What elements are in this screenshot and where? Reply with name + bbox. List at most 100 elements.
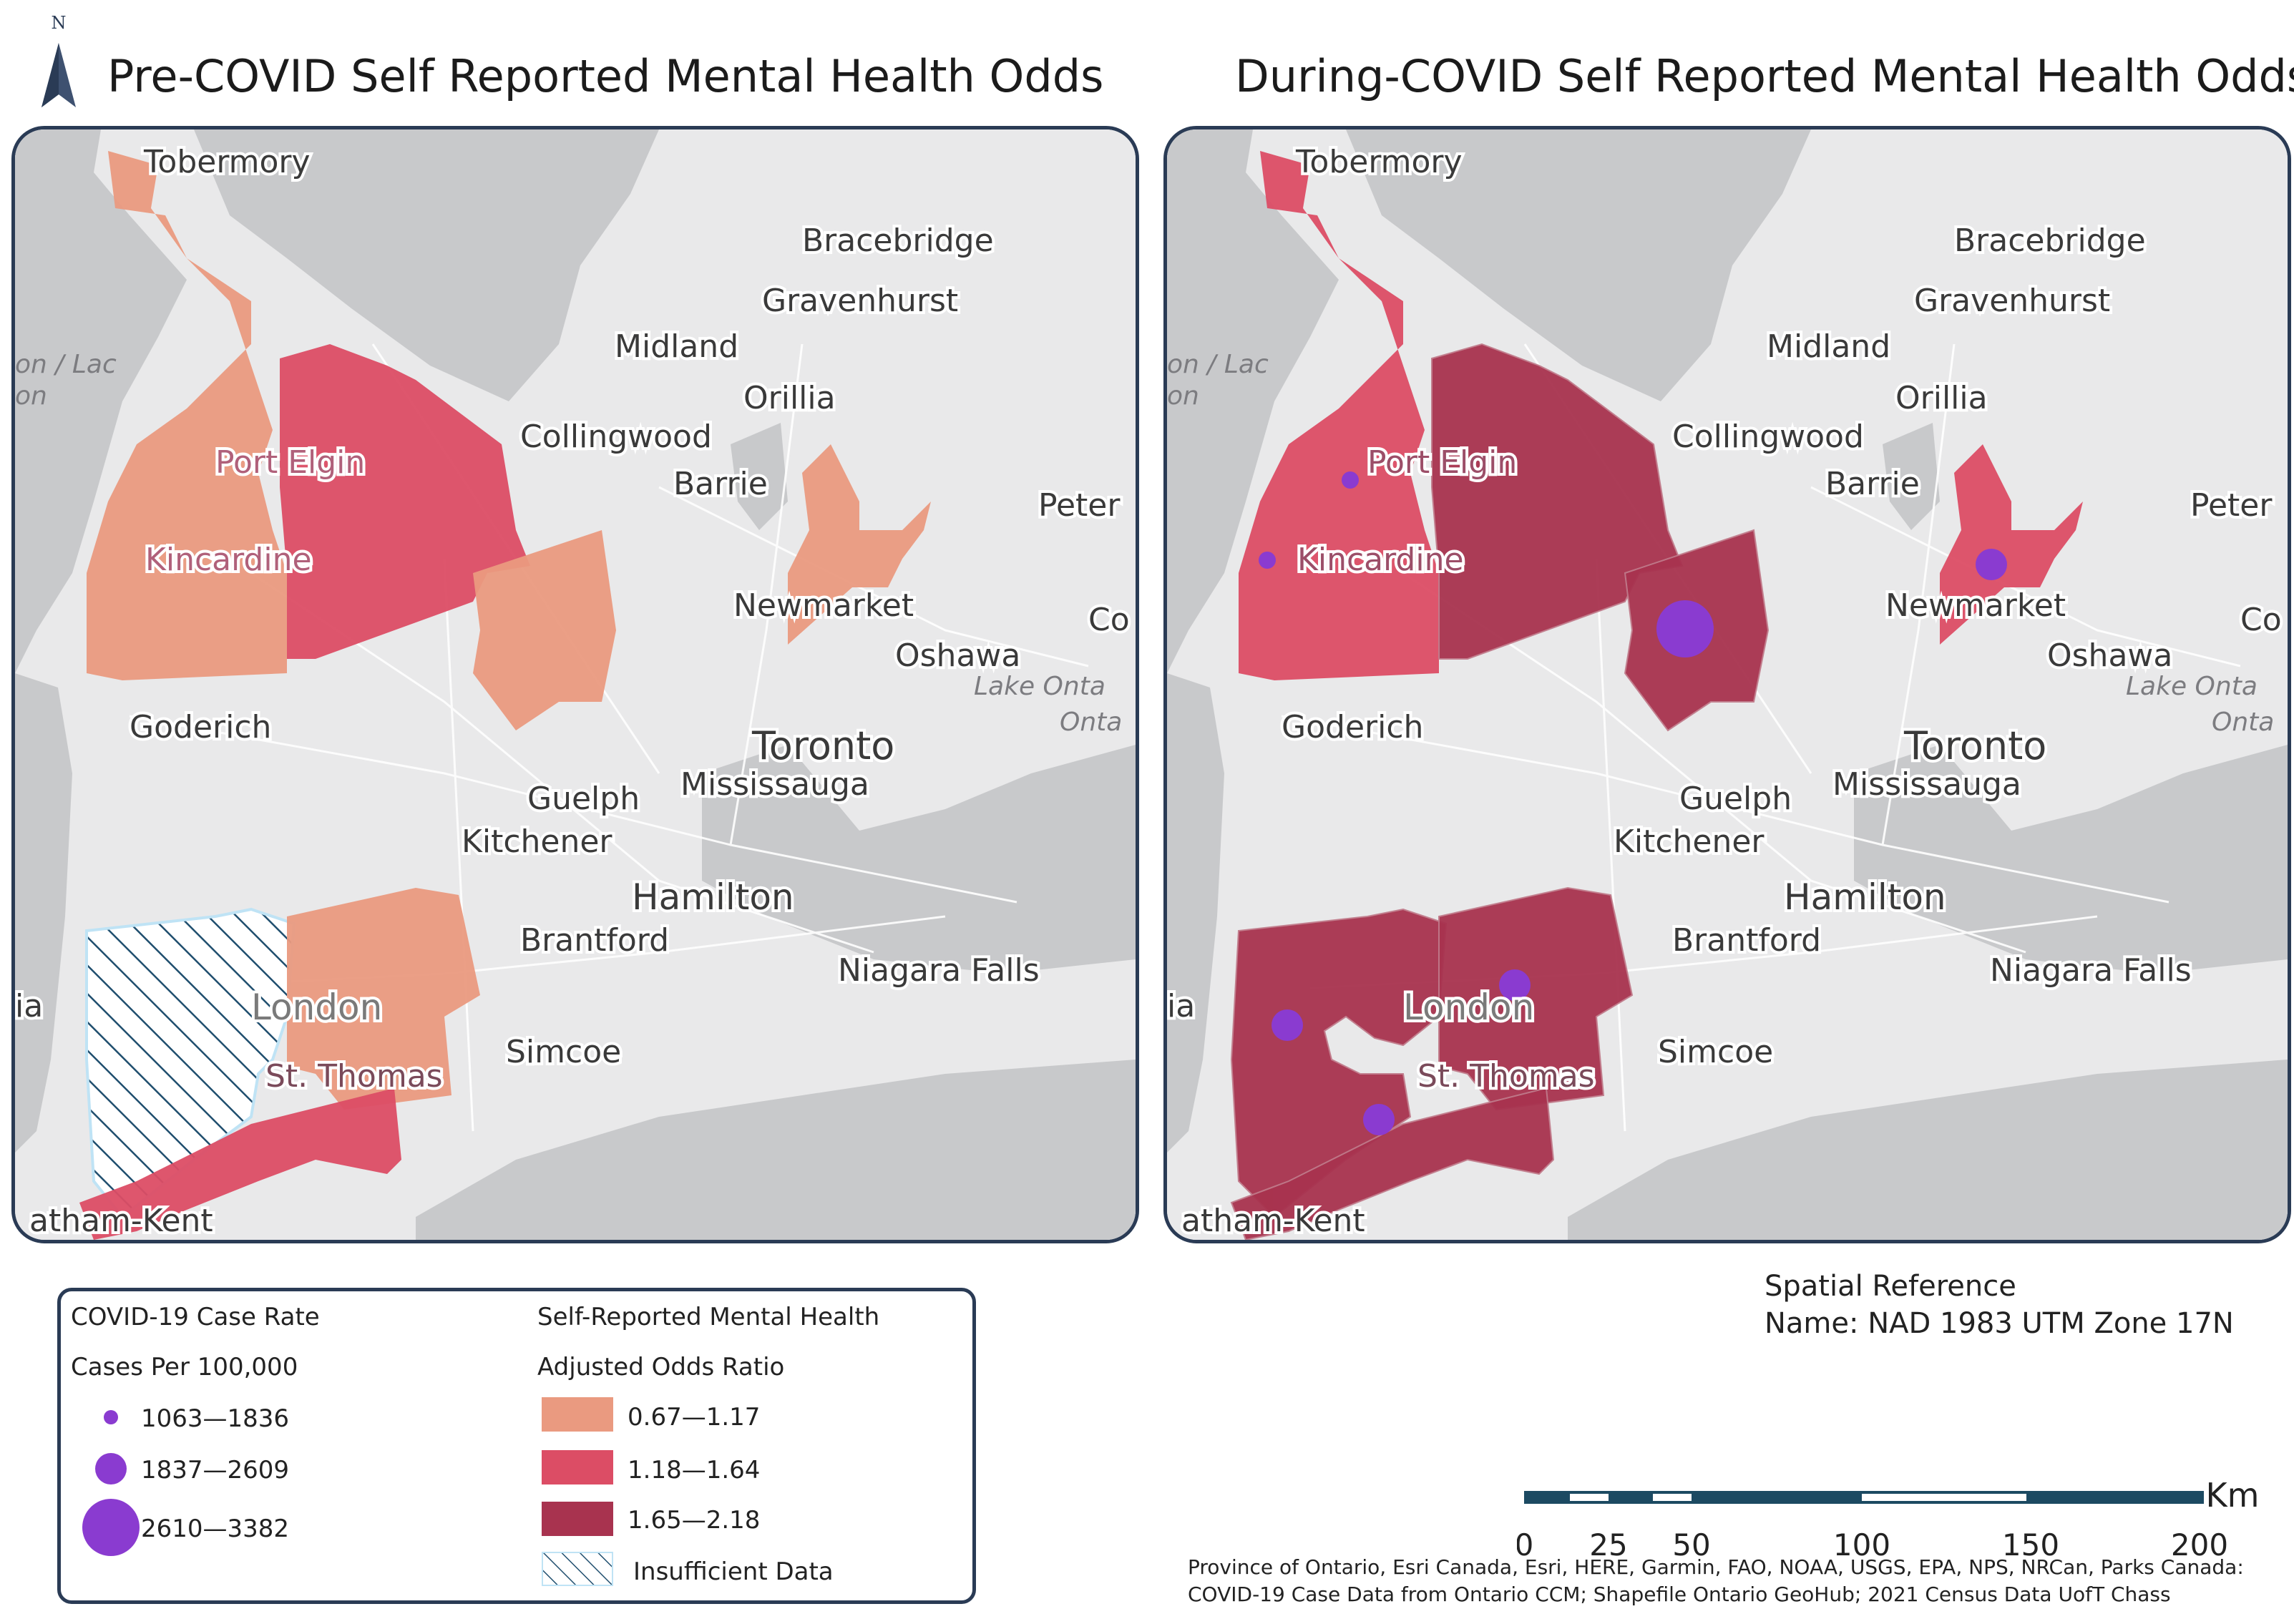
case-dot-york[interactable]: [1976, 549, 2007, 580]
case-dot-bruce[interactable]: [1259, 552, 1276, 569]
region-elgin[interactable]: [79, 1088, 401, 1240]
label-lake-ontario-1: Lake Onta: [974, 672, 1105, 701]
case-dot-medium: [95, 1453, 127, 1484]
label-simcoe: Simcoe: [1658, 1034, 1773, 1070]
case-rate-symbols: [82, 1410, 140, 1556]
label-lake-ontario-2: Onta: [2212, 708, 2274, 737]
case-dot-small: [104, 1410, 118, 1424]
label-kincardine: Kincardine: [145, 542, 312, 578]
label-toronto: Toronto: [751, 723, 894, 768]
scale-tick-100: 100: [1833, 1527, 1890, 1562]
odds-swatch-high: [542, 1502, 613, 1536]
label-niagara-falls: Niagara Falls: [1990, 952, 2192, 989]
label-london: London: [1403, 987, 1534, 1028]
case-dot-elgin[interactable]: [1363, 1104, 1395, 1135]
label-chatham-kent: atham-Kent: [1181, 1203, 1365, 1239]
label-oshawa: Oshawa: [895, 637, 1020, 674]
label-mississauga: Mississauga: [680, 766, 869, 803]
right-map-title: During-COVID Self Reported Mental Health…: [1235, 50, 2294, 102]
label-bracebridge: Bracebridge: [1954, 222, 2146, 259]
label-mississauga: Mississauga: [1832, 766, 2021, 803]
insufficient-swatch: [542, 1552, 613, 1586]
label-orillia: Orillia: [1895, 380, 1988, 416]
label-peter: Peter: [1038, 487, 1121, 524]
label-goderich: Goderich: [130, 709, 271, 745]
label-lake-ontario-2: Onta: [1060, 708, 1122, 737]
label-tobermory: Tobermory: [1295, 144, 1463, 180]
label-huron-on: on: [1167, 381, 1199, 411]
odds-class-2: 1.18—1.64: [628, 1456, 761, 1484]
label-ia: ia: [1167, 988, 1195, 1024]
label-brantford: Brantford: [1672, 922, 1821, 959]
region-wellington[interactable]: [473, 530, 616, 730]
label-bracebridge: Bracebridge: [802, 222, 994, 259]
region-oxford[interactable]: [1438, 886, 1634, 1111]
label-peter: Peter: [2190, 487, 2273, 524]
spatial-reference-name: Name: NAD 1983 UTM Zone 17N: [1765, 1307, 2234, 1340]
north-arrow: N: [30, 11, 87, 112]
label-huron-lac: on / Lac: [1167, 350, 1269, 379]
label-collingwood: Collingwood: [520, 419, 712, 455]
label-barrie: Barrie: [1825, 466, 1920, 502]
region-bruce[interactable]: [1239, 151, 1439, 680]
label-co: Co: [1088, 602, 1130, 638]
label-gravenhurst: Gravenhurst: [762, 283, 958, 319]
case-dot-oxford[interactable]: [1499, 969, 1531, 1001]
insufficient-label: Insufficient Data: [633, 1557, 834, 1586]
scale-tick-25: 25: [1589, 1527, 1627, 1562]
label-kitchener: Kitchener: [462, 823, 612, 860]
label-chatham-kent: atham-Kent: [29, 1203, 213, 1239]
case-dot-wellington[interactable]: [1656, 600, 1714, 657]
label-tobermory: Tobermory: [143, 144, 311, 180]
scale-tick-50: 50: [1672, 1527, 1710, 1562]
legend: COVID-19 Case Rate Cases Per 100,000 106…: [57, 1288, 976, 1604]
odds-legend-title: Self-Reported Mental Health: [537, 1303, 880, 1331]
label-brantford: Brantford: [520, 922, 669, 959]
label-hamilton: Hamilton: [1784, 876, 1946, 918]
north-arrow-icon: N: [42, 13, 76, 107]
label-collingwood: Collingwood: [1672, 419, 1864, 455]
label-toronto: Toronto: [1903, 723, 2046, 768]
label-huron-on: on: [15, 381, 47, 411]
credits-line-2: COVID-19 Case Data from Ontario CCM; Sha…: [1188, 1583, 2171, 1606]
case-legend-title: COVID-19 Case Rate: [71, 1303, 320, 1331]
label-st-thomas: St. Thomas: [1417, 1058, 1595, 1095]
credits-line-1: Province of Ontario, Esri Canada, Esri, …: [1188, 1555, 2244, 1579]
label-orillia: Orillia: [743, 380, 836, 416]
label-simcoe: Simcoe: [506, 1034, 621, 1070]
label-port-elgin: Port Elgin: [1367, 444, 1517, 481]
label-st-thomas: St. Thomas: [265, 1058, 443, 1095]
case-dot-grey[interactable]: [1342, 471, 1359, 489]
case-class-1: 1063—1836: [141, 1404, 290, 1433]
during-covid-map[interactable]: Tobermory Bracebridge Gravenhurst Midlan…: [1163, 126, 2291, 1243]
odds-class-1: 0.67—1.17: [628, 1403, 761, 1432]
odds-swatch-low: [542, 1397, 613, 1432]
case-class-3: 2610—3382: [141, 1515, 290, 1543]
region-bruce[interactable]: [87, 151, 287, 680]
label-kincardine: Kincardine: [1297, 542, 1464, 578]
label-gravenhurst: Gravenhurst: [1914, 283, 2110, 319]
region-grey[interactable]: [280, 344, 530, 659]
odds-swatch-mid: [542, 1450, 613, 1484]
region-york[interactable]: [788, 444, 931, 645]
label-newmarket: Newmarket: [1885, 587, 2066, 624]
region-oxford[interactable]: [287, 888, 480, 1110]
label-co: Co: [2240, 602, 2282, 638]
label-port-elgin: Port Elgin: [215, 444, 365, 481]
label-london: London: [251, 987, 382, 1028]
spatial-reference-title: Spatial Reference: [1765, 1270, 2016, 1303]
label-hamilton: Hamilton: [632, 876, 794, 918]
case-dot-southwest[interactable]: [1272, 1009, 1303, 1041]
label-lake-ontario-1: Lake Onta: [2126, 672, 2258, 701]
pre-covid-map[interactable]: Tobermory Bracebridge Gravenhurst Midlan…: [11, 126, 1139, 1243]
region-york[interactable]: [1940, 444, 2083, 645]
credits: Province of Ontario, Esri Canada, Esri, …: [1188, 1554, 2244, 1608]
case-legend-subtitle: Cases Per 100,000: [71, 1353, 298, 1381]
label-goderich: Goderich: [1282, 709, 1423, 745]
region-insufficient[interactable]: [85, 907, 296, 1219]
label-barrie: Barrie: [673, 466, 768, 502]
scale-tick-200: 200: [2171, 1527, 2228, 1562]
left-map-title: Pre-COVID Self Reported Mental Health Od…: [107, 50, 1104, 102]
label-guelph: Guelph: [527, 781, 640, 817]
region-elgin[interactable]: [1230, 1087, 1555, 1240]
